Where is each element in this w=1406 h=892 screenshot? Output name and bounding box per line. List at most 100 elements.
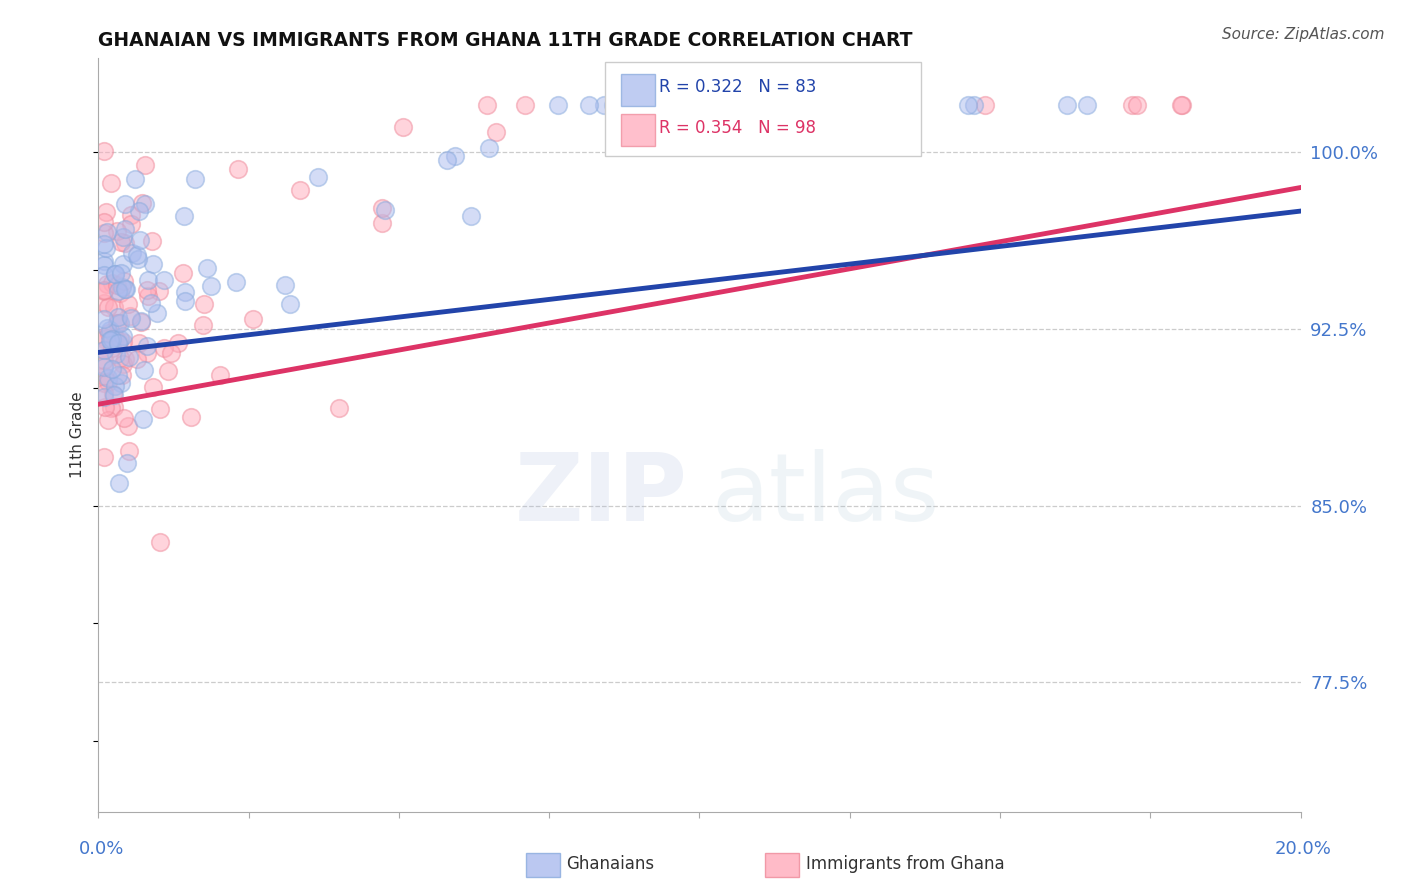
Point [104,330,127,344]
Point [273,278,295,293]
Point [103,387,125,401]
Point [97,413,120,427]
Point [105,316,128,330]
Point [108,316,131,330]
Point [104,267,127,281]
Point [112,358,135,372]
Point [97,375,120,389]
Point [98,323,121,337]
Point [93,369,115,384]
Point [112,410,135,425]
Point [100,334,122,349]
Point [616,98,638,112]
Point [93,268,115,283]
Point [107,224,129,238]
Point [111,329,134,343]
Point [128,233,150,247]
Point [134,158,156,172]
Point [100,401,122,416]
Point [96,321,118,335]
Point [110,235,132,249]
Point [93,253,115,268]
Point [444,149,467,163]
Point [1170,98,1192,112]
Point [114,236,136,251]
Point [478,140,501,154]
Point [104,378,127,392]
Point [756,98,779,112]
Point [786,98,808,112]
Point [111,280,134,294]
Point [475,98,498,112]
Point [614,103,637,117]
Point [93,237,115,252]
Point [100,361,122,376]
Point [226,161,249,176]
Point [167,336,190,351]
Point [118,350,141,364]
Text: Immigrants from Ghana: Immigrants from Ghana [806,855,1004,873]
Point [328,401,350,415]
Point [290,183,312,197]
Point [132,412,155,426]
Point [1126,98,1149,112]
Point [93,332,115,346]
Point [370,201,392,215]
Point [146,306,169,320]
Point [94,205,117,219]
Point [855,98,877,112]
Point [436,153,458,167]
Point [110,376,132,390]
Y-axis label: 11th Grade: 11th Grade [70,392,86,478]
Point [1056,98,1078,112]
Point [93,215,115,229]
Point [94,400,117,414]
Point [93,312,115,326]
Point [104,267,127,281]
Point [141,234,163,248]
Point [592,98,614,112]
Point [136,339,159,353]
Point [200,278,222,293]
Point [860,98,883,112]
Point [107,368,129,383]
Point [1076,98,1098,112]
Point [138,288,160,302]
Point [101,333,124,347]
Point [107,310,129,325]
Point [93,343,115,357]
Point [128,336,150,351]
Point [93,390,115,404]
Point [107,335,129,350]
Point [93,296,115,310]
Point [117,297,139,311]
Point [93,376,115,391]
Point [97,326,120,340]
Point [131,314,153,328]
Point [103,400,125,414]
Point [193,296,215,310]
Point [174,294,197,309]
Point [1121,98,1143,112]
Text: ZIP: ZIP [515,450,688,541]
Point [96,225,118,239]
Point [93,450,115,464]
Point [112,257,135,271]
Point [193,318,215,333]
Point [108,285,131,300]
Point [125,248,148,262]
Point [173,209,195,223]
Point [153,273,176,287]
Point [120,311,142,326]
Point [107,335,129,350]
Point [149,402,172,417]
Point [94,241,117,255]
Point [148,285,170,299]
Point [153,341,176,355]
Point [131,315,153,329]
Point [131,196,153,211]
Point [120,217,142,231]
Point [547,98,569,112]
Point [184,172,207,186]
Point [156,364,179,378]
